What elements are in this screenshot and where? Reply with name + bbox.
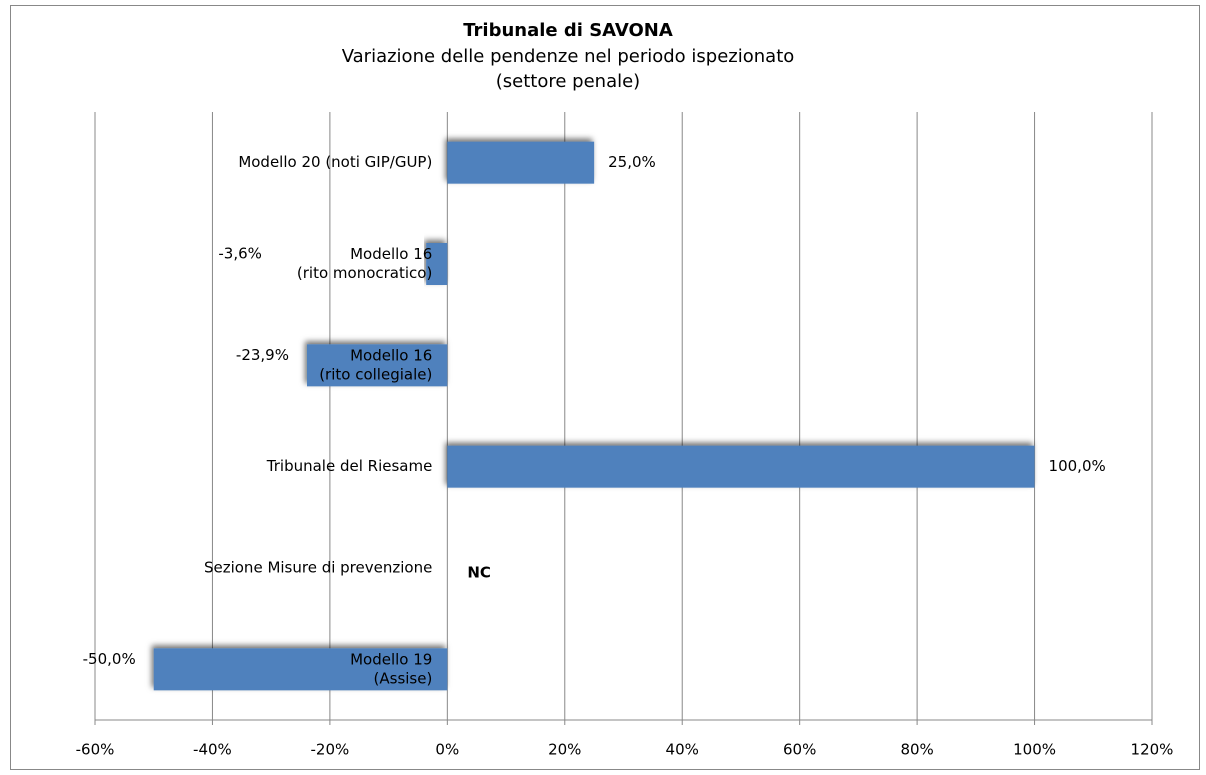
value-label: 25,0% <box>608 153 656 171</box>
bar <box>426 243 448 285</box>
value-label: NC <box>467 564 491 582</box>
chart-border <box>10 5 1200 770</box>
bar <box>153 648 448 691</box>
x-tick-label: 0% <box>435 741 459 759</box>
category-label: (rito collegiale) <box>319 365 432 383</box>
x-tick-label: 100% <box>1013 741 1056 759</box>
x-tick-label: 20% <box>548 741 581 759</box>
value-label: -50,0% <box>83 650 136 668</box>
x-tick-label: -40% <box>193 741 232 759</box>
value-label: -23,9% <box>236 346 289 364</box>
x-tick-label: 60% <box>783 741 816 759</box>
category-label: Modello 16 <box>350 346 432 364</box>
value-label: 100,0% <box>1049 457 1106 475</box>
value-label: -3,6% <box>218 245 262 263</box>
bar <box>447 445 1035 488</box>
x-tick-label: -20% <box>311 741 350 759</box>
chart-title: Tribunale di SAVONA <box>463 20 673 41</box>
category-label: (rito monocratico) <box>297 264 432 282</box>
category-label: Modello 20 (noti GIP/GUP) <box>238 153 432 171</box>
chart-subtitle: (settore penale) <box>496 71 640 92</box>
category-label: (Assise) <box>374 669 433 687</box>
x-tick-label: -60% <box>76 741 115 759</box>
category-label: Modello 16 <box>350 245 432 263</box>
x-tick-label: 80% <box>900 741 933 759</box>
bar <box>447 141 595 184</box>
bar <box>306 344 448 387</box>
x-tick-label: 40% <box>666 741 699 759</box>
chart-subtitle: Variazione delle pendenze nel periodo is… <box>342 46 795 67</box>
category-label: Sezione Misure di prevenzione <box>204 559 432 577</box>
category-label: Modello 19 <box>350 650 432 668</box>
category-label: Tribunale del Riesame <box>266 457 433 475</box>
x-tick-label: 120% <box>1131 741 1174 759</box>
